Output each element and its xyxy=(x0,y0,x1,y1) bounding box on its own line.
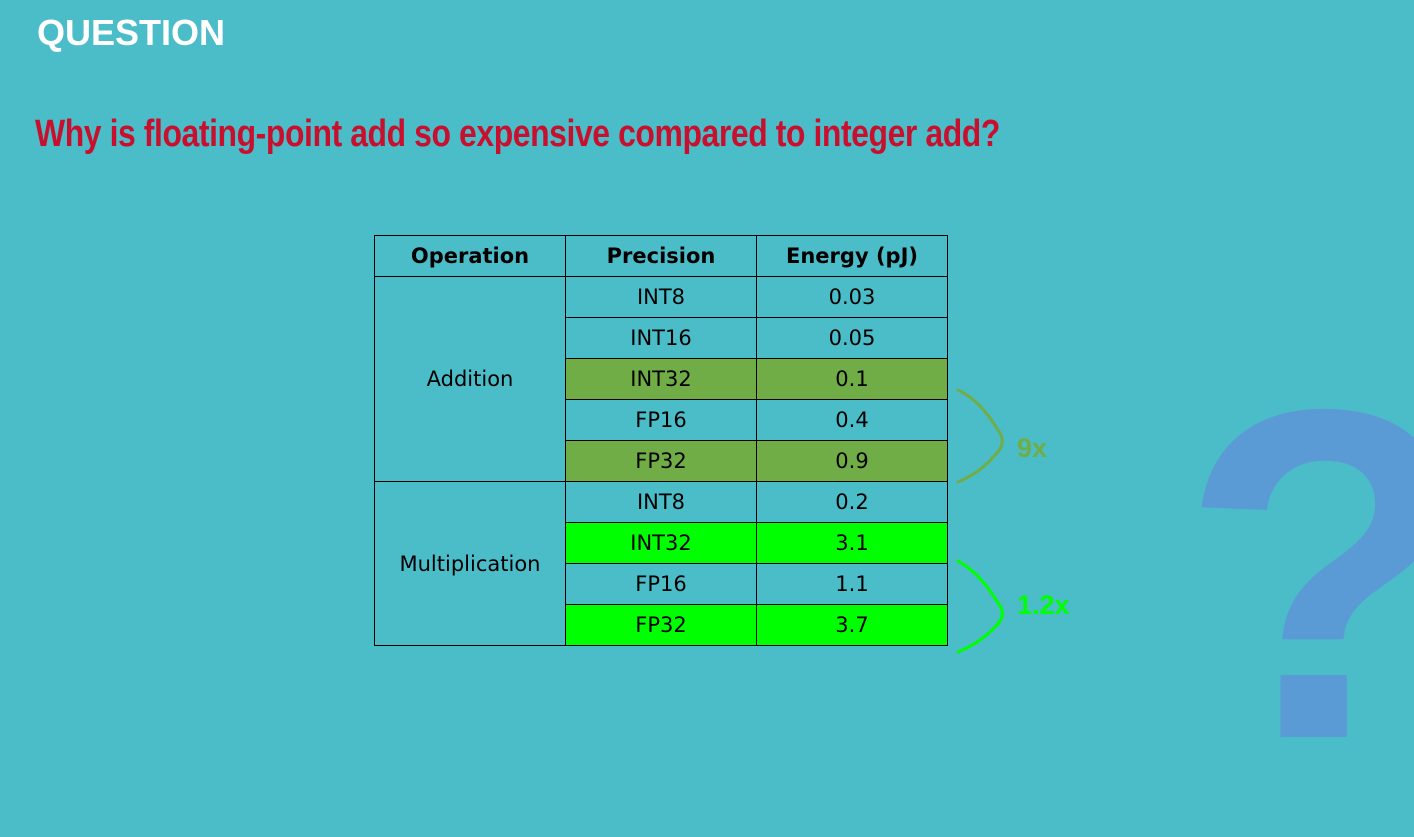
addition-brace-icon xyxy=(956,388,1004,484)
table-row: FP16 0.4 xyxy=(375,399,948,441)
energy-cell: 0.05 xyxy=(756,317,948,359)
energy-cell: 0.2 xyxy=(756,481,948,523)
precision-cell: FP16 xyxy=(565,563,757,605)
table-row: INT32 0.1 xyxy=(375,358,948,400)
precision-cell: INT16 xyxy=(565,317,757,359)
table-row: Multiplication INT8 0.2 xyxy=(374,481,948,646)
table-row: INT16 0.05 xyxy=(375,317,948,359)
table-row: FP32 3.7 xyxy=(375,604,948,646)
precision-cell: INT32 xyxy=(565,358,757,400)
question-mark-icon: ? xyxy=(1180,340,1414,810)
header-energy: Energy (pJ) xyxy=(756,235,948,277)
energy-cell: 3.7 xyxy=(756,604,948,646)
energy-cell: 3.1 xyxy=(756,522,948,564)
operation-multiplication: Multiplication xyxy=(374,481,566,646)
precision-cell: INT8 xyxy=(565,276,757,318)
table-row: Addition INT8 0.03 xyxy=(374,276,948,482)
operation-addition: Addition xyxy=(374,276,566,482)
energy-cell: 1.1 xyxy=(756,563,948,605)
table-row: FP32 0.9 xyxy=(375,440,948,482)
energy-cell: 0.03 xyxy=(756,276,948,318)
energy-table: Operation Precision Energy (pJ) Addition… xyxy=(374,235,948,646)
slide-question: Why is floating-point add so expensive c… xyxy=(35,113,1000,155)
slide-label: QUESTION xyxy=(37,12,226,53)
precision-cell: INT32 xyxy=(565,522,757,564)
precision-cell: FP16 xyxy=(565,399,757,441)
addition-ratio: 9x xyxy=(1017,433,1048,463)
precision-cell: FP32 xyxy=(565,604,757,646)
energy-cell: 0.4 xyxy=(756,399,948,441)
table-header-row: Operation Precision Energy (pJ) xyxy=(374,235,948,277)
energy-cell: 0.9 xyxy=(756,440,948,482)
multiplication-ratio: 1.2x xyxy=(1017,590,1070,620)
header-operation: Operation xyxy=(374,235,566,277)
energy-cell: 0.1 xyxy=(756,358,948,400)
multiplication-brace-icon xyxy=(956,559,1004,654)
table-row: FP16 1.1 xyxy=(375,563,948,605)
header-precision: Precision xyxy=(565,235,757,277)
precision-cell: INT8 xyxy=(565,481,757,523)
precision-cell: FP32 xyxy=(565,440,757,482)
